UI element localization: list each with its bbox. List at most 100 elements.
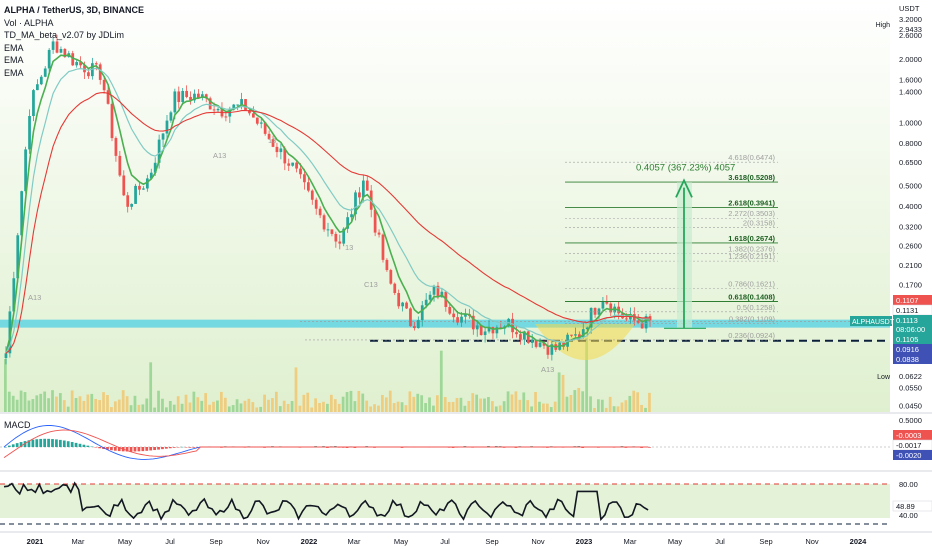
time-axis-label: Sep	[485, 537, 498, 546]
volume-bar	[290, 400, 294, 412]
volume-bar	[620, 402, 624, 412]
price-axis-label: 0.0622	[899, 372, 922, 381]
volume-bar	[172, 404, 176, 412]
time-axis-label: 2024	[850, 537, 868, 546]
candle-body	[189, 96, 192, 101]
macd-histogram-bar	[172, 447, 176, 448]
candle-body	[589, 307, 593, 328]
volume-bar	[522, 392, 526, 412]
volume-bar	[7, 391, 11, 412]
volume-bar	[526, 400, 530, 412]
volume-bar	[467, 400, 471, 412]
candle-body	[193, 93, 196, 101]
candle-body	[346, 217, 350, 229]
volume-bar	[310, 407, 314, 412]
candle-body	[295, 162, 298, 169]
candle-body	[118, 155, 122, 176]
time-axis-label: Mar	[348, 537, 361, 546]
volume-bar	[381, 394, 384, 412]
price-axis-label: 3.2000	[899, 15, 922, 24]
volume-bar	[648, 392, 651, 412]
td-sequential-mark: C13	[364, 280, 378, 289]
volume-bar	[145, 398, 149, 412]
candle-body	[16, 235, 20, 279]
volume-bar	[251, 402, 255, 412]
candle-body	[122, 175, 126, 196]
candle-body	[39, 76, 43, 85]
candle-body	[495, 327, 499, 334]
ema-line-3	[5, 92, 651, 354]
candle-body	[236, 104, 240, 106]
volume-bar	[153, 407, 156, 412]
candle-body	[275, 146, 279, 153]
candle-body	[350, 214, 353, 218]
candle-body	[471, 315, 475, 330]
macd-histogram-bar	[11, 444, 15, 447]
volume-bar	[247, 398, 251, 412]
candle-body	[181, 90, 185, 103]
candle-body	[464, 314, 467, 317]
volume-bar	[451, 401, 455, 412]
volume-bar	[479, 398, 482, 412]
volume-bar	[565, 396, 569, 412]
volume-bar	[345, 392, 349, 412]
fib-label: 0.786(0.1621)	[728, 280, 775, 289]
price-axis-label: 0.2600	[899, 241, 922, 250]
candle-body	[479, 325, 483, 336]
candle-body	[149, 172, 153, 179]
candle-body	[212, 109, 216, 111]
candle-body	[161, 133, 165, 140]
candle-body	[393, 283, 397, 294]
symbol-title[interactable]: ALPHA / TetherUS, 3D, BINANCE	[4, 5, 145, 15]
candle-body	[314, 199, 318, 209]
candle-body	[47, 49, 51, 69]
fib-label: 0.618(0.1408)	[728, 293, 775, 302]
volume-bar	[39, 393, 43, 412]
candle-body	[169, 112, 173, 121]
volume-bar	[400, 402, 404, 412]
volume-bar	[110, 407, 113, 412]
volume-bar	[188, 402, 192, 412]
candle-body	[240, 99, 243, 105]
price-axis-label: 0.2100	[899, 261, 922, 270]
volume-bar	[361, 393, 365, 412]
macd-histogram-bar	[145, 447, 149, 451]
candle-body	[342, 228, 346, 244]
candle-body	[59, 48, 63, 53]
volume-bar	[369, 406, 372, 412]
candle-body	[491, 327, 495, 334]
volume-bar	[439, 350, 443, 412]
macd-histogram-bar	[4, 447, 7, 448]
rounded-bottom-highlight	[535, 324, 635, 361]
volume-bar	[365, 400, 369, 412]
price-badge	[893, 354, 932, 364]
price-badge-text: 0.1107	[896, 296, 918, 305]
candle-body	[228, 109, 232, 117]
volume-bar	[490, 401, 494, 412]
candle-body	[361, 180, 365, 198]
candle-body	[32, 90, 35, 117]
candle-body	[636, 320, 640, 323]
candle-body	[487, 327, 491, 332]
volume-bar	[597, 399, 600, 412]
volume-bar	[43, 391, 47, 412]
volume-bar	[161, 398, 164, 412]
indicator-label[interactable]: TD_MA_beta_v2.07 by JDLim	[4, 30, 125, 40]
macd-histogram-bar	[133, 447, 137, 452]
macd-signal-line	[3, 429, 649, 458]
candle-body	[334, 233, 338, 242]
ema-label-3[interactable]: EMA	[4, 67, 24, 78]
candle-body	[585, 327, 589, 330]
volume-label[interactable]: Vol · ALPHA	[4, 17, 54, 28]
candle-body	[570, 334, 573, 336]
volume-bar	[447, 401, 451, 412]
candle-body	[200, 94, 204, 98]
ema-label-2[interactable]: EMA	[4, 55, 24, 65]
candle-body	[303, 174, 306, 183]
candle-body	[232, 104, 236, 110]
price-axis-label: 0.5000	[899, 182, 922, 191]
candle-body	[330, 229, 334, 234]
candle-body	[546, 345, 550, 355]
ema-label-1[interactable]: EMA	[4, 42, 24, 53]
macd-histogram-bar	[78, 443, 82, 447]
